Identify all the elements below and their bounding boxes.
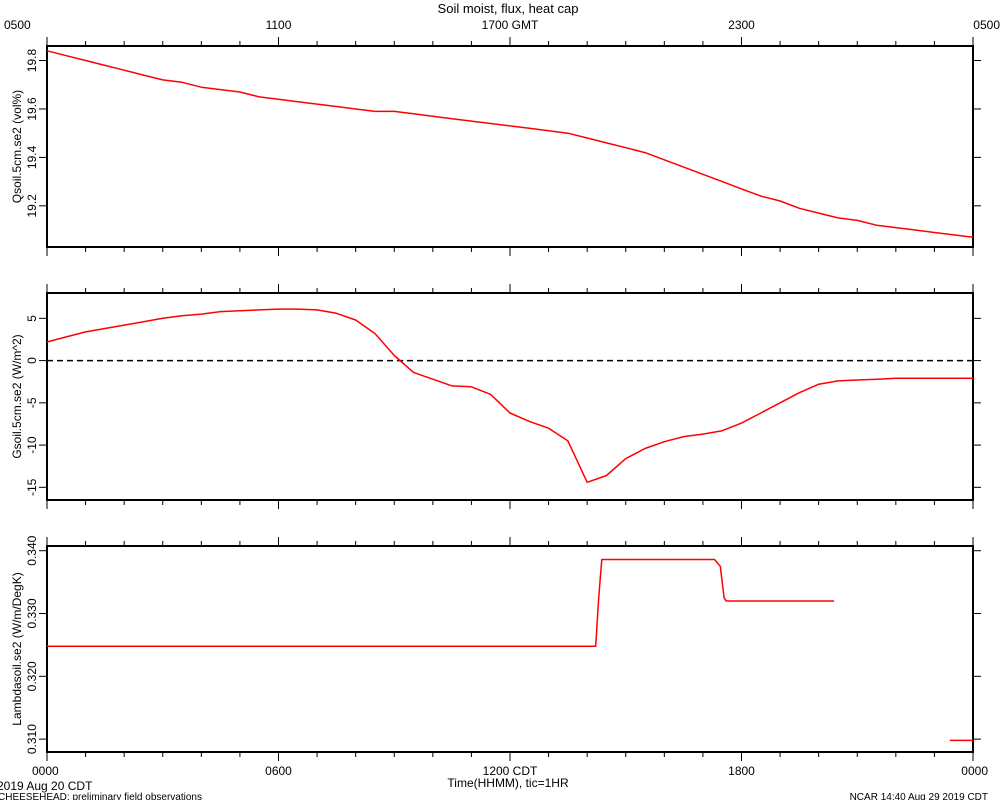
y-tick-label: 0.320 bbox=[25, 661, 39, 691]
bottom-axis-label: 1800 bbox=[728, 764, 755, 778]
top-axis-labels: 0500 1100 1700 GMT 2300 0500 bbox=[4, 18, 1000, 32]
x-axis-label: Time(HHMM), tic=1HR bbox=[447, 776, 569, 790]
y-tick-label: 0 bbox=[25, 357, 39, 364]
y-tick-label: 0.310 bbox=[25, 724, 39, 754]
y-tick-label: 19.2 bbox=[25, 194, 39, 218]
panel-1: 19.2 19.4 19.6 19.8 Qsoil.5cm.se2 (vol%) bbox=[10, 37, 981, 256]
top-axis-label: 2300 bbox=[728, 18, 755, 32]
chart-title: Soil moist, flux, heat cap bbox=[438, 1, 579, 16]
y-tick-label: 19.6 bbox=[25, 97, 39, 121]
y-tick-label: -15 bbox=[25, 478, 39, 496]
y-tick-label: 19.4 bbox=[25, 145, 39, 169]
bottom-axis-labels: 0000 0600 1200 CDT 1800 0000 bbox=[32, 764, 988, 778]
y-tick-label: 0.330 bbox=[25, 598, 39, 628]
top-axis-label: 0500 bbox=[973, 18, 1000, 32]
y-tick-label: 0.340 bbox=[25, 535, 39, 565]
plot-frame bbox=[46, 545, 974, 753]
bottom-axis-label: 0000 bbox=[961, 764, 988, 778]
footer-project: CHEESEHEAD: preliminary field observatio… bbox=[0, 792, 202, 800]
series-line bbox=[46, 50, 974, 239]
plot-frame bbox=[46, 292, 974, 501]
bottom-axis-label: 1200 CDT bbox=[483, 764, 538, 778]
series-line bbox=[46, 308, 973, 484]
bottom-axis-label: 0000 bbox=[32, 764, 59, 778]
y-tick-label: 5 bbox=[25, 315, 39, 322]
bottom-axis-label: 0600 bbox=[265, 764, 292, 778]
y-tick-label: -10 bbox=[25, 436, 39, 454]
y-tick-label: -5 bbox=[25, 397, 39, 408]
footer-stamp: NCAR 14:40 Aug 29 2019 CDT bbox=[850, 792, 988, 800]
y-axis-label: Gsoil.5cm.se2 (W/m^2) bbox=[10, 334, 24, 458]
series-line bbox=[47, 558, 835, 647]
footer-date: 2019 Aug 20 CDT bbox=[0, 779, 93, 793]
top-axis-label: 1100 bbox=[266, 18, 292, 32]
top-axis-label: 1700 GMT bbox=[482, 18, 539, 32]
panel-2: -15 -10 -5 0 5 Gsoil.5cm.se2 (W/m^2) bbox=[10, 284, 981, 509]
top-axis-label: 0500 bbox=[4, 18, 31, 32]
y-axis-label: Qsoil.5cm.se2 (vol%) bbox=[10, 90, 24, 203]
y-axis-label: Lambdasoil.se2 (W/m/DegK) bbox=[10, 572, 24, 725]
y-tick-label: 19.8 bbox=[25, 49, 39, 73]
